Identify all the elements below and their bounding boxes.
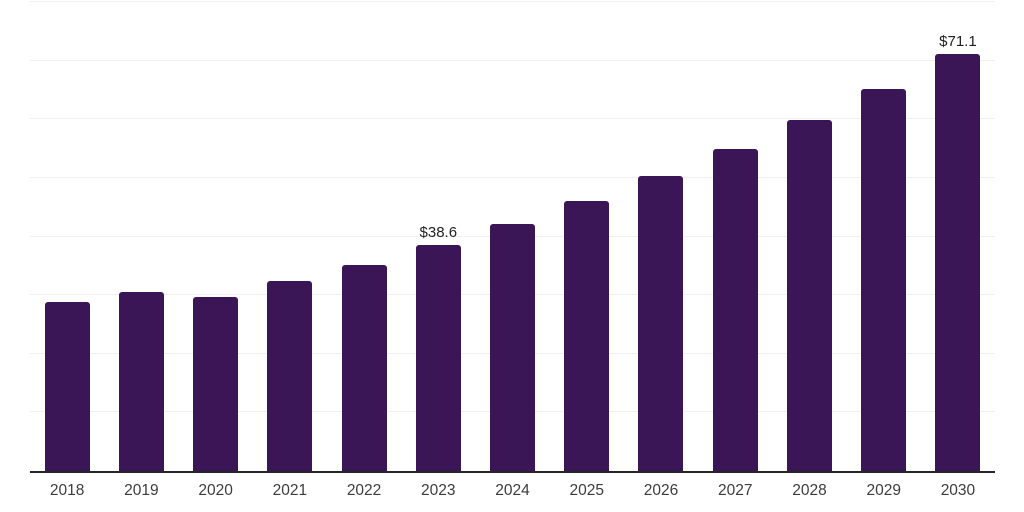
bar-2019 (118, 292, 164, 471)
x-tick-label-2024: 2024 (495, 482, 530, 499)
x-tick-label-2026: 2026 (643, 482, 679, 499)
bar-slot (698, 0, 772, 471)
x-tick-label-2028: 2028 (792, 482, 827, 499)
x-tick-label-2022: 2022 (346, 482, 382, 499)
bar-2029 (861, 89, 907, 471)
bar-2030: $71.1 (935, 34, 981, 471)
bar-2018 (44, 302, 90, 471)
bar-2025 (564, 201, 610, 471)
x-tick-label-2018: 2018 (49, 482, 85, 499)
x-tick-label-2027: 2027 (717, 482, 753, 499)
x-axis-labels: 2018 2019 2020 2021 2022 2023 2024 2025 2026 2027… (30, 482, 995, 501)
bar-2026 (638, 176, 684, 471)
x-tick-label-2021: 2021 (272, 482, 308, 499)
gridline (30, 118, 995, 120)
x-tick-label-2020: 2020 (198, 482, 233, 499)
bar-2021 (267, 281, 313, 471)
bar-2024 (490, 224, 536, 471)
bar-slot (327, 0, 401, 471)
x-tick-label-2025: 2025 (569, 482, 604, 499)
gridline (30, 1, 995, 2)
data-label-2030: $71.1 (939, 33, 977, 50)
x-tick-label-2030: 2030 (940, 482, 976, 499)
bar-slot (30, 0, 104, 471)
bar-slot (178, 0, 252, 471)
x-tick-label-2029: 2029 (866, 482, 901, 499)
bar-2022 (341, 265, 387, 471)
bar-slot (475, 0, 549, 471)
bar-slot (550, 0, 624, 471)
bar-slot: $71.1 (921, 0, 995, 471)
x-axis-line (30, 471, 995, 473)
gridline (30, 176, 995, 178)
gridline (30, 59, 995, 61)
data-label-2023: $38.6 (419, 224, 458, 241)
bar-2028 (786, 120, 832, 471)
bar-slot (253, 0, 327, 471)
bar-slot (624, 0, 698, 471)
bar-series: $38.6 $71.1 (30, 0, 995, 471)
bar-2020 (193, 297, 239, 471)
bar-slot (772, 0, 846, 471)
bar-slot: $38.6 (401, 0, 475, 471)
bar-slot (104, 0, 178, 471)
bar-slot (847, 0, 921, 471)
bar-2027 (712, 149, 758, 471)
x-tick-label-2023: 2023 (421, 482, 456, 499)
bar-2023: $38.6 (415, 225, 461, 471)
plot-area: $38.6 $71.1 (30, 0, 995, 473)
x-tick-label-2019: 2019 (124, 482, 159, 499)
